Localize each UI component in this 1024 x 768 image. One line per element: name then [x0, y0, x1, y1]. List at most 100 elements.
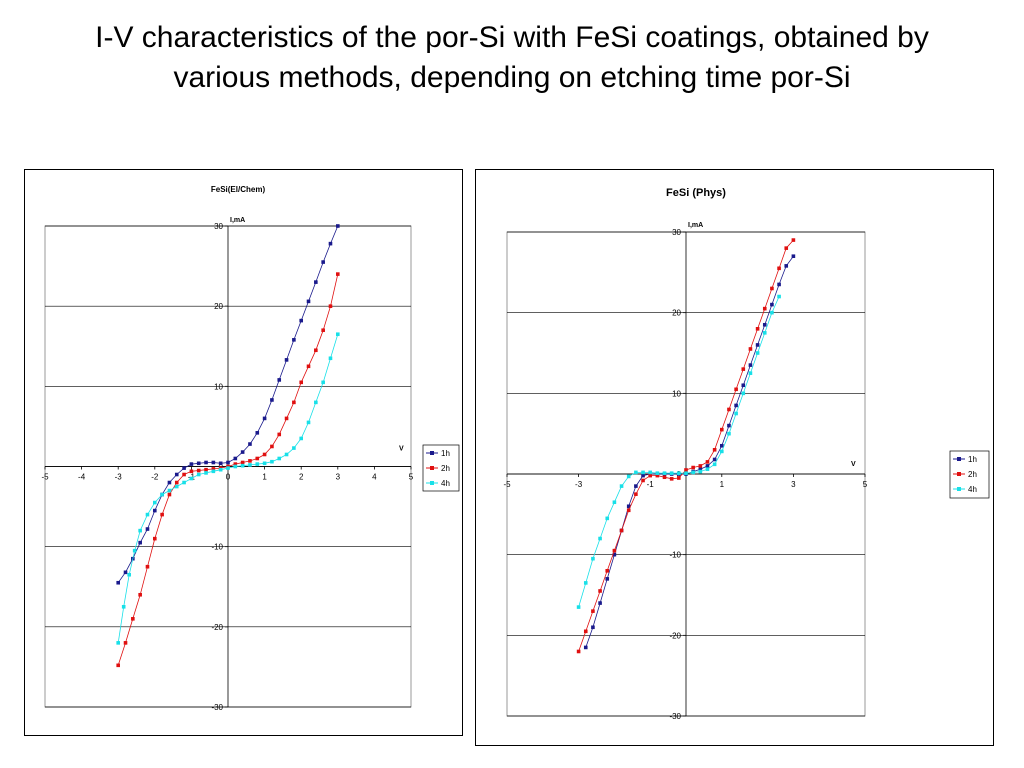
data-point-2h — [677, 476, 681, 480]
data-point-2h — [270, 444, 274, 449]
data-point-1h — [211, 460, 216, 465]
data-point-4h — [233, 464, 238, 469]
data-point-2h — [591, 609, 595, 613]
data-point-4h — [204, 471, 208, 475]
data-point-4h — [196, 472, 201, 477]
data-point-2h — [755, 327, 760, 331]
x-tick-label: 4 — [372, 473, 377, 482]
data-point-4h — [777, 294, 781, 299]
data-point-4h — [634, 470, 638, 475]
data-point-4h — [182, 480, 186, 485]
data-point-1h — [741, 383, 746, 388]
data-point-1h — [591, 625, 595, 630]
data-point-4h — [626, 474, 631, 479]
data-point-2h — [189, 469, 194, 474]
series-line-4h — [578, 296, 780, 608]
data-point-1h — [641, 473, 645, 478]
data-point-4h — [255, 462, 260, 466]
x-tick-label: -1 — [647, 480, 655, 489]
y-tick-label: -10 — [211, 543, 223, 552]
data-point-4h — [755, 351, 760, 355]
data-point-4h — [598, 536, 602, 541]
data-point-1h — [755, 343, 760, 347]
data-point-2h — [196, 468, 201, 473]
data-point-1h — [174, 472, 179, 477]
data-point-4h — [712, 462, 717, 467]
data-point-4h — [284, 452, 289, 457]
x-tick-label: 2 — [299, 473, 304, 482]
data-point-4h — [292, 446, 296, 450]
data-point-4h — [116, 641, 120, 645]
data-point-4h — [299, 436, 303, 441]
data-point-4h — [174, 484, 179, 489]
data-point-1h — [712, 457, 717, 462]
data-point-4h — [127, 572, 131, 577]
x-tick-label: -2 — [151, 473, 159, 482]
y-tick-label: -20 — [211, 623, 223, 632]
data-point-2h — [583, 629, 588, 634]
data-point-4h — [576, 605, 581, 609]
data-point-1h — [167, 480, 172, 485]
data-point-2h — [634, 492, 638, 496]
data-point-2h — [641, 478, 645, 483]
data-point-1h — [145, 527, 150, 531]
data-point-1h — [762, 322, 767, 327]
data-point-2h — [698, 464, 703, 468]
data-point-2h — [138, 592, 142, 597]
data-point-1h — [270, 398, 274, 402]
data-point-2h — [741, 367, 746, 371]
data-point-2h — [328, 304, 333, 308]
data-point-4h — [720, 449, 724, 454]
y-tick-label: 20 — [214, 302, 223, 311]
legend-label: 1h — [968, 455, 977, 464]
data-point-2h — [153, 536, 157, 541]
data-point-1h — [226, 460, 230, 465]
x-tick-label: -5 — [503, 480, 511, 489]
data-point-1h — [233, 456, 238, 461]
data-point-2h — [720, 427, 724, 432]
data-point-1h — [777, 282, 781, 287]
data-point-1h — [734, 403, 738, 408]
data-point-2h — [182, 472, 186, 477]
data-point-4h — [328, 356, 333, 361]
x-tick-label: 1 — [720, 480, 725, 489]
legend-swatch-marker — [430, 481, 434, 485]
data-point-1h — [204, 460, 208, 465]
x-tick-label: 3 — [791, 480, 796, 489]
y-tick-label: 20 — [672, 309, 681, 318]
data-point-1h — [321, 260, 325, 264]
data-point-4h — [583, 581, 588, 585]
data-point-4h — [248, 463, 252, 467]
data-point-4h — [277, 456, 282, 461]
slide-title-line-1: I-V characteristics of the por-Si with F… — [95, 21, 929, 54]
data-point-1h — [299, 318, 303, 323]
legend-swatch-marker — [430, 451, 434, 455]
data-point-2h — [321, 328, 325, 333]
data-point-2h — [655, 473, 660, 478]
legend-swatch-marker — [957, 457, 961, 461]
data-point-4h — [698, 469, 703, 474]
data-point-2h — [777, 266, 781, 271]
data-point-2h — [233, 462, 238, 466]
data-point-1h — [255, 431, 260, 435]
data-point-4h — [336, 332, 340, 337]
data-point-1h — [248, 442, 252, 446]
data-point-1h — [634, 484, 638, 488]
data-point-1h — [784, 264, 789, 268]
data-point-2h — [576, 649, 581, 654]
chart-title: FeSi(El/Chem) — [211, 185, 266, 194]
x-tick-label: 1 — [262, 473, 267, 482]
data-point-4h — [662, 471, 667, 475]
x-tick-label: 5 — [863, 480, 868, 489]
data-point-2h — [770, 286, 774, 291]
data-point-1h — [612, 552, 617, 557]
chart-panel-elchem: FeSi(El/Chem)-5-4-3-2-1012345-30-20-1001… — [24, 169, 463, 736]
y-tick-label: 30 — [672, 228, 681, 237]
data-point-2h — [791, 238, 796, 242]
data-point-4h — [270, 459, 274, 464]
data-point-4h — [619, 484, 624, 488]
data-point-4h — [677, 471, 681, 475]
y-tick-label: -20 — [669, 631, 681, 640]
data-point-4h — [321, 380, 325, 385]
data-point-4h — [605, 516, 610, 521]
